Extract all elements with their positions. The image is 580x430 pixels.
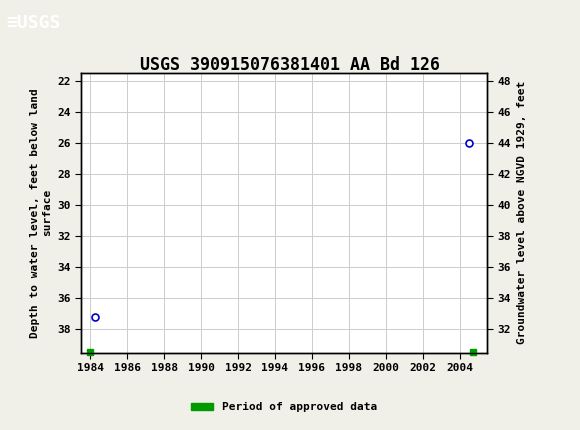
Y-axis label: Groundwater level above NGVD 1929, feet: Groundwater level above NGVD 1929, feet bbox=[517, 81, 527, 344]
Y-axis label: Depth to water level, feet below land
surface: Depth to water level, feet below land su… bbox=[30, 88, 52, 338]
Text: ≡USGS: ≡USGS bbox=[6, 14, 60, 31]
Legend: Period of approved data: Period of approved data bbox=[187, 398, 382, 417]
Text: USGS 390915076381401 AA Bd 126: USGS 390915076381401 AA Bd 126 bbox=[140, 56, 440, 74]
